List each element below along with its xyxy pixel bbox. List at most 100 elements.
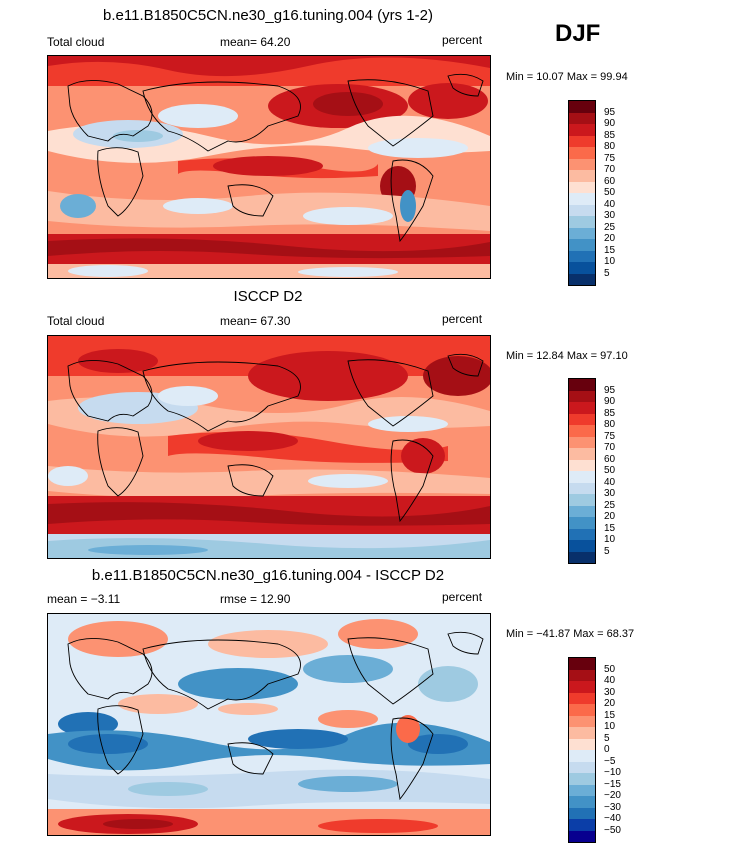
- panel-1-colorbar: 95 90 85 80 75 70 60 50 40 30 25 20 15 10 5: [568, 100, 615, 286]
- colorbar-swatch: [568, 170, 596, 182]
- colorbar-label: 10: [604, 256, 616, 267]
- panel-3-colorbar: 50 40 30 20 15 10 5 0 −5 −10 −15 −20 −30 −40 −50: [568, 657, 621, 843]
- colorbar-swatch: [568, 830, 596, 842]
- colorbar-swatch: [568, 216, 596, 228]
- colorbar-label: 40: [604, 675, 616, 686]
- colorbar-label: −30: [604, 801, 621, 813]
- colorbar-swatch: [568, 505, 596, 517]
- colorbar-swatch: [568, 727, 596, 739]
- colorbar-label: 60: [604, 175, 616, 187]
- panel-1-mean-label: mean= 64.20: [220, 35, 291, 49]
- colorbar-swatch: [568, 239, 596, 251]
- panel-2-title: ISCCP D2: [233, 288, 303, 305]
- colorbar-swatch: [568, 262, 596, 274]
- colorbar-swatch: [568, 227, 596, 239]
- colorbar-swatch: [568, 101, 596, 113]
- colorbar-label: 5: [604, 732, 610, 744]
- colorbar-label: 30: [604, 488, 616, 499]
- panel-3-title: b.e11.B1850C5CN.ne30_g16.tuning.004 - IS…: [91, 567, 445, 584]
- colorbar-swatch: [568, 819, 596, 831]
- colorbar-swatch: [568, 517, 596, 529]
- panel-3-minmax: Min = −41.87 Max = 68.37: [506, 628, 635, 640]
- panel-1-title: b.e11.B1850C5CN.ne30_g16.tuning.004 (yrs…: [103, 7, 433, 24]
- colorbar-swatch: [568, 158, 596, 170]
- panel-2-map: [47, 335, 491, 559]
- colorbar-swatch: [568, 704, 596, 716]
- colorbar-label: 70: [604, 164, 616, 175]
- colorbar-swatch: [568, 390, 596, 402]
- colorbar-label: 25: [604, 221, 616, 233]
- colorbar-swatch: [568, 112, 596, 124]
- panel-2-left-label: Total cloud: [47, 314, 105, 328]
- colorbar-label: 5: [604, 545, 610, 557]
- colorbar-label: 75: [604, 430, 616, 442]
- panel-2-mean-label: mean= 67.30: [220, 314, 291, 328]
- colorbar-label: 20: [604, 698, 616, 709]
- panel-2-colorbar-swatches: 95 90 85 80 75 70 60 50 40 30 25 20 15 10 5: [568, 378, 615, 564]
- panel-2-colorbar: 95 90 85 80 75 70 60 50 40 30 25 20 15 10 5: [568, 378, 615, 564]
- colorbar-label: 15: [604, 709, 616, 721]
- panel-3-left-label: mean = −3.11: [47, 592, 121, 606]
- colorbar-swatch: [568, 669, 596, 681]
- colorbar-label: 20: [604, 511, 616, 522]
- panel-1-minmax: Min = 10.07 Max = 99.94: [506, 71, 628, 83]
- colorbar-swatch: [568, 147, 596, 159]
- colorbar-swatch: [568, 528, 596, 540]
- colorbar-swatch: [568, 761, 596, 773]
- colorbar-swatch: [568, 750, 596, 762]
- season-label: DJF: [555, 20, 601, 47]
- colorbar-swatch: [568, 482, 596, 494]
- colorbar-swatch: [568, 379, 596, 391]
- colorbar-label: 90: [604, 396, 616, 407]
- colorbar-swatch: [568, 692, 596, 704]
- panel-1-colorbar-swatches: 95 90 85 80 75 70 60 50 40 30 25 20 15 10 5: [568, 100, 615, 286]
- colorbar-label: 10: [604, 534, 616, 545]
- colorbar-swatch: [568, 425, 596, 437]
- colorbar-label: 20: [604, 233, 616, 244]
- colorbar-swatch: [568, 715, 596, 727]
- colorbar-label: 60: [604, 453, 616, 465]
- colorbar-label: 25: [604, 499, 616, 511]
- colorbar-swatch: [568, 796, 596, 808]
- colorbar-swatch: [568, 204, 596, 216]
- colorbar-label: 85: [604, 407, 616, 419]
- colorbar-label: 95: [604, 384, 616, 396]
- colorbar-label: 15: [604, 522, 616, 534]
- colorbar-label: 5: [604, 267, 610, 279]
- panel-1-map-field: [48, 56, 490, 278]
- colorbar-label: −20: [604, 790, 621, 801]
- panel-3-map: [47, 613, 491, 836]
- colorbar-swatch: [568, 681, 596, 693]
- colorbar-label: 15: [604, 244, 616, 256]
- panel-2-minmax: Min = 12.84 Max = 97.10: [506, 350, 628, 362]
- colorbar-label: 90: [604, 118, 616, 129]
- panel-1-map: [47, 55, 491, 279]
- colorbar-label: 10: [604, 721, 616, 732]
- colorbar-label: −10: [604, 767, 621, 778]
- colorbar-swatch: [568, 250, 596, 262]
- colorbar-swatch: [568, 551, 596, 563]
- colorbar-label: 0: [604, 744, 610, 755]
- panel-3-map-field: [48, 614, 490, 835]
- colorbar-label: 80: [604, 141, 616, 152]
- colorbar-label: −15: [604, 778, 621, 790]
- colorbar-swatch: [568, 784, 596, 796]
- colorbar-label: 70: [604, 442, 616, 453]
- panel-1-units-label: percent: [442, 33, 483, 47]
- colorbar-swatch: [568, 807, 596, 819]
- colorbar-label: 80: [604, 419, 616, 430]
- colorbar-swatch: [568, 448, 596, 460]
- colorbar-label: 50: [604, 663, 616, 675]
- colorbar-swatch: [568, 658, 596, 670]
- panel-3-colorbar-swatches: 50 40 30 20 15 10 5 0 −5 −10 −15 −20 −30 −40 −50: [568, 657, 621, 843]
- panel-3-mean-label: rmse = 12.90: [220, 592, 291, 606]
- colorbar-swatch: [568, 471, 596, 483]
- panel-2-map-field: [48, 336, 490, 558]
- colorbar-swatch: [568, 494, 596, 506]
- colorbar-swatch: [568, 193, 596, 205]
- colorbar-swatch: [568, 124, 596, 136]
- colorbar-label: 85: [604, 129, 616, 141]
- panel-2-units-label: percent: [442, 312, 483, 326]
- colorbar-label: 95: [604, 106, 616, 118]
- colorbar-swatch: [568, 436, 596, 448]
